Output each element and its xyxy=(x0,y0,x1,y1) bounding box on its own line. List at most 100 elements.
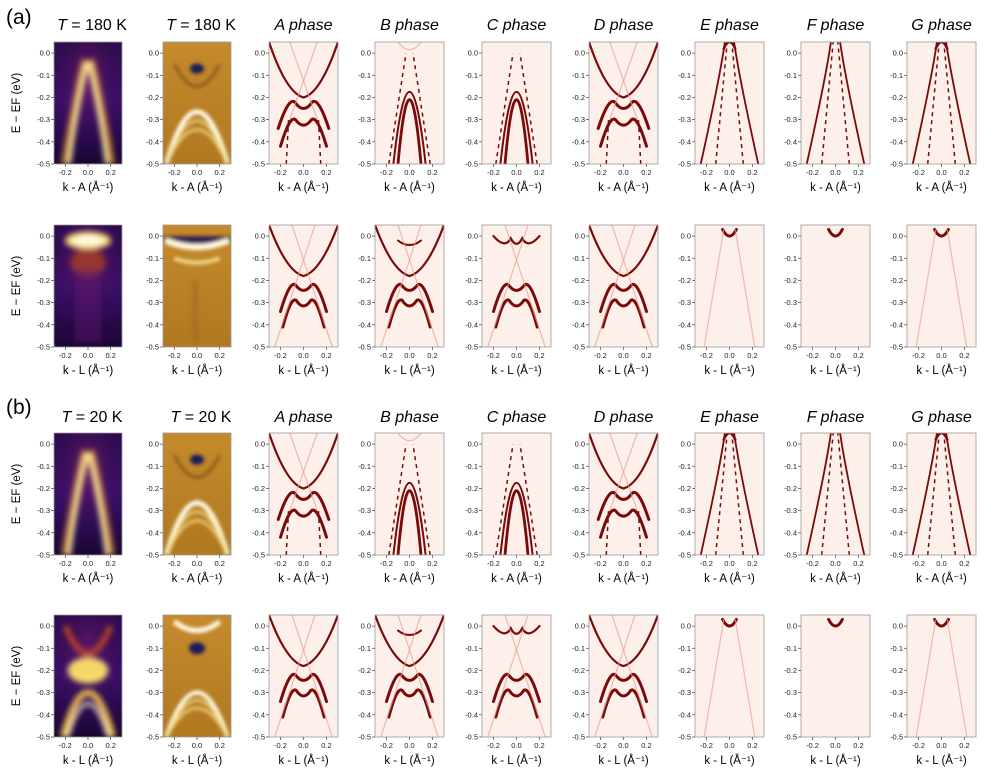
band-structure xyxy=(589,225,658,347)
x-tick-label: -0.2 xyxy=(274,741,287,750)
x-tick-label: -0.2 xyxy=(59,168,72,177)
y-tick-label: -0.5 xyxy=(890,160,903,169)
x-tick-label: 0.2 xyxy=(321,741,331,750)
y-tick-label: -0.1 xyxy=(890,71,903,80)
x-tick-label: 0.2 xyxy=(641,559,651,568)
plot-panel: 0.0 -0.1 -0.2 -0.3 -0.4 -0.5 -0.2 0.0 0.2 k - A (… xyxy=(358,41,445,194)
x-axis-label: k - A (Å⁻¹) xyxy=(63,181,114,194)
x-tick-label: -0.2 xyxy=(168,741,181,750)
x-tick-label: 0.2 xyxy=(427,741,437,750)
x-tick-label: 0.0 xyxy=(830,351,840,360)
band-structure xyxy=(269,42,338,164)
band-structure xyxy=(915,617,968,737)
x-tick-label: 0.0 xyxy=(404,559,414,568)
y-tick-label: -0.3 xyxy=(784,506,797,515)
y-tick-label: -0.2 xyxy=(465,484,478,493)
y-tick-label: -0.5 xyxy=(465,551,478,560)
y-tick-label: -0.5 xyxy=(37,343,50,352)
y-tick-label: -0.3 xyxy=(890,298,903,307)
y-tick-label: 0.0 xyxy=(893,49,903,58)
plot-panel: 0.0 -0.1 -0.2 -0.3 -0.4 -0.5 -0.2 0.0 0.2 k - A (… xyxy=(784,41,871,194)
plot-panel: 0.0 -0.1 -0.2 -0.3 -0.4 -0.5 -0.2 0.0 0.2 k - L (… xyxy=(358,614,445,767)
x-tick-label: 0.0 xyxy=(618,741,628,750)
x-tick-label: 0.0 xyxy=(511,351,521,360)
x-tick-label: 0.0 xyxy=(830,741,840,750)
x-tick-label: 0.2 xyxy=(747,168,757,177)
y-tick-label: -0.4 xyxy=(465,137,478,146)
y-tick-label: -0.4 xyxy=(37,528,50,537)
y-tick-label: 0.0 xyxy=(149,440,159,449)
y-tick-label: -0.5 xyxy=(37,551,50,560)
plot-panel: 0.0 -0.1 -0.2 -0.3 -0.4 -0.5 -0.2 0.0 0.2 k - L (… xyxy=(37,614,123,767)
x-tick-label: 0.2 xyxy=(959,168,969,177)
x-tick-label: -0.2 xyxy=(912,559,925,568)
plot-panel: 0.0 -0.1 -0.2 -0.3 -0.4 -0.5 -0.2 0.0 0.2 k - A (… xyxy=(146,432,232,585)
y-tick-label: -0.4 xyxy=(784,320,797,329)
band-structure xyxy=(495,52,538,164)
band-structure xyxy=(911,42,972,164)
band-structure xyxy=(589,433,658,555)
y-tick-label: -0.2 xyxy=(37,276,50,285)
x-tick-label: 0.0 xyxy=(618,168,628,177)
band-structure xyxy=(589,42,658,164)
x-axis-label: k - L (Å⁻¹) xyxy=(491,364,542,377)
calc-background xyxy=(269,225,338,347)
calc-background xyxy=(269,615,338,737)
plot-panel: 0.0 -0.1 -0.2 -0.3 -0.4 -0.5 -0.2 0.0 0.2 k - L (… xyxy=(146,614,232,767)
column-title: T = 20 K xyxy=(62,409,123,426)
y-tick-label: -0.4 xyxy=(358,137,371,146)
x-tick-label: 0.2 xyxy=(534,559,544,568)
y-tick-label: -0.1 xyxy=(252,644,265,653)
y-tick-label: -0.4 xyxy=(784,137,797,146)
x-tick-label: 0.2 xyxy=(853,559,863,568)
y-tick-label: -0.2 xyxy=(678,666,691,675)
x-tick-label: -0.2 xyxy=(594,168,607,177)
x-tick-label: 0.2 xyxy=(641,351,651,360)
x-tick-label: 0.2 xyxy=(959,351,969,360)
y-tick-label: -0.1 xyxy=(784,254,797,263)
column-title: E phase xyxy=(700,409,759,426)
y-tick-label: -0.1 xyxy=(890,254,903,263)
y-tick-label: -0.3 xyxy=(358,688,371,697)
x-tick-label: 0.0 xyxy=(298,351,308,360)
y-tick-label: -0.5 xyxy=(146,733,159,742)
x-tick-label: 0.2 xyxy=(214,741,224,750)
band-structure xyxy=(495,443,538,555)
x-tick-label: -0.2 xyxy=(59,559,72,568)
x-axis-label: k - L (Å⁻¹) xyxy=(810,754,861,767)
x-tick-label: 0.2 xyxy=(534,168,544,177)
column-title: C phase xyxy=(487,409,547,426)
y-tick-label: -0.2 xyxy=(465,93,478,102)
y-tick-label: 0.0 xyxy=(149,232,159,241)
y-tick-label: -0.3 xyxy=(465,688,478,697)
x-tick-label: 0.2 xyxy=(427,351,437,360)
band-structure xyxy=(487,615,546,737)
plot-panel: 0.0 -0.1 -0.2 -0.3 -0.4 -0.5 -0.2 0.0 0.2 k - A (… xyxy=(465,41,552,194)
x-axis-label: k - A (Å⁻¹) xyxy=(598,572,649,585)
y-tick-label: -0.5 xyxy=(37,160,50,169)
calc-background xyxy=(695,615,764,737)
y-tick-label: -0.4 xyxy=(890,710,903,719)
y-tick-label: -0.1 xyxy=(678,254,691,263)
y-tick-label: 0.0 xyxy=(361,232,371,241)
x-tick-label: -0.2 xyxy=(700,351,713,360)
y-tick-label: -0.4 xyxy=(678,137,691,146)
x-tick-label: 0.0 xyxy=(936,168,946,177)
x-tick-label: -0.2 xyxy=(594,351,607,360)
x-axis-label: k - A (Å⁻¹) xyxy=(172,181,223,194)
y-tick-label: -0.4 xyxy=(37,710,50,719)
y-tick-label: -0.5 xyxy=(358,733,371,742)
plot-panel: 0.0 -0.1 -0.2 -0.3 -0.4 -0.5 -0.2 0.0 0.2 k - A (… xyxy=(784,432,871,585)
plot-panel: 0.0 -0.1 -0.2 -0.3 -0.4 -0.5 -0.2 0.0 0.2 k - L (… xyxy=(784,224,871,377)
y-axis-label: E − EF (eV) xyxy=(11,464,23,525)
y-tick-label: -0.2 xyxy=(146,93,159,102)
plot-panel: 0.0 -0.1 -0.2 -0.3 -0.4 -0.5 -0.2 0.0 0.2 k - A (… xyxy=(358,432,445,585)
calc-background xyxy=(375,615,444,737)
calc-background xyxy=(695,42,764,164)
band-structure xyxy=(703,617,756,737)
y-tick-label: -0.4 xyxy=(784,710,797,719)
x-tick-label: 0.2 xyxy=(321,351,331,360)
x-tick-label: -0.2 xyxy=(380,168,393,177)
column-title: C phase xyxy=(487,17,547,34)
x-tick-label: 0.2 xyxy=(853,168,863,177)
